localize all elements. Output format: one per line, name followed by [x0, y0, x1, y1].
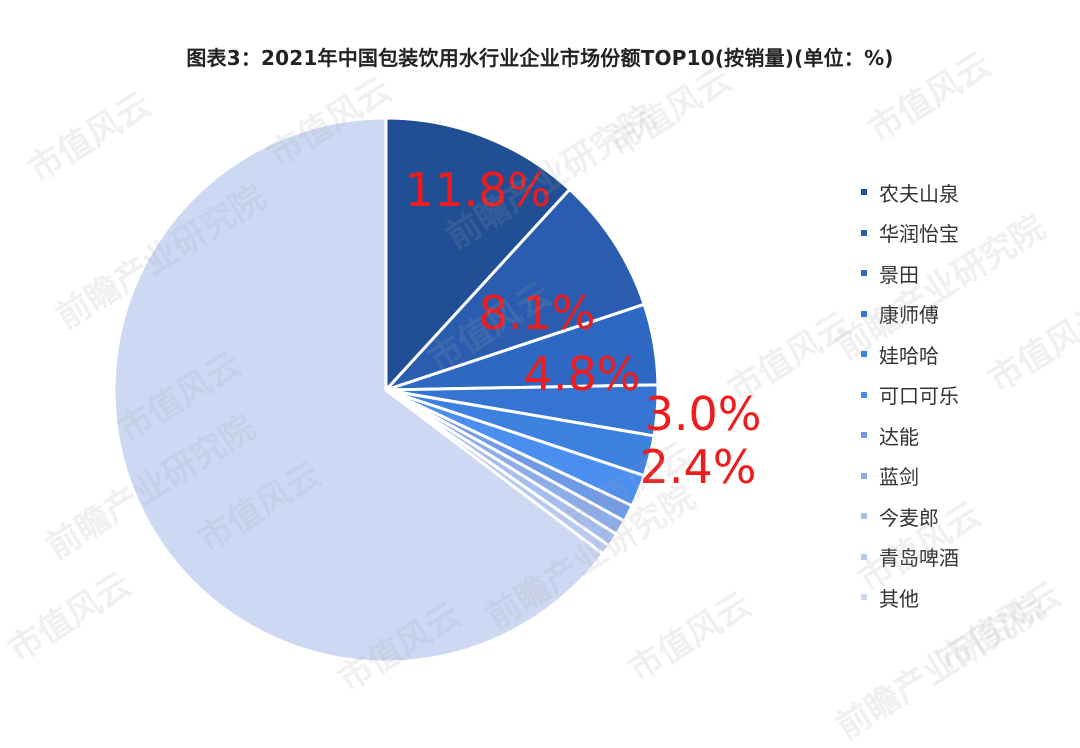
slice-data-label: 3.0%: [645, 387, 762, 441]
pie-chart: 11.8% 8.1% 4.8%3.0%2.4%: [112, 116, 762, 664]
slice-data-label: 11.8%: [405, 163, 551, 217]
legend-label: 景田: [879, 262, 919, 287]
legend-swatch: [861, 270, 867, 277]
legend-label: 青岛啤酒: [879, 546, 959, 571]
legend-item: 农夫山泉: [861, 172, 1061, 213]
pie-slice-1: [384, 116, 572, 392]
legend-item: 康师傅: [861, 294, 1061, 335]
pie-slices: [112, 116, 660, 664]
legend-item: 其他: [861, 577, 1061, 618]
legend-item: 可口可乐: [861, 375, 1061, 416]
pie-labels: 11.8% 8.1% 4.8%3.0%2.4%: [405, 163, 762, 494]
chart-legend: 农夫山泉华润怡宝景田康师傅娃哈哈可口可乐达能蓝剑今麦郎青岛啤酒其他: [861, 172, 1061, 618]
legend-swatch: [861, 189, 867, 196]
legend-label: 娃哈哈: [879, 343, 939, 368]
legend-swatch: [861, 553, 867, 560]
legend-swatch: [861, 472, 867, 479]
pie-slice-11: [112, 116, 605, 664]
chart-title: 图表3：2021年中国包装饮用水行业企业市场份额TOP10(按销量)(单位：%): [186, 46, 894, 70]
legend-item: 达能: [861, 415, 1061, 456]
legend-item: 娃哈哈: [861, 334, 1061, 375]
legend-swatch: [861, 310, 867, 317]
legend-label: 康师傅: [879, 303, 939, 328]
legend-item: 青岛啤酒: [861, 537, 1061, 578]
slice-data-label: 2.4%: [640, 440, 757, 494]
legend-label: 达能: [879, 424, 919, 449]
legend-swatch: [861, 391, 867, 398]
pie-slice-2: [384, 187, 646, 392]
legend-item: 景田: [861, 253, 1061, 294]
legend-item: 华润怡宝: [861, 213, 1061, 254]
legend-label: 其他: [879, 586, 919, 611]
legend-label: 今麦郎: [879, 505, 939, 530]
legend-label: 华润怡宝: [879, 222, 959, 247]
legend-swatch: [861, 351, 867, 358]
legend-label: 农夫山泉: [879, 181, 959, 206]
slice-data-label: 8.1%: [479, 286, 596, 340]
legend-swatch: [861, 229, 867, 236]
legend-swatch: [861, 513, 867, 520]
legend-label: 蓝剑: [879, 465, 919, 490]
legend-item: 蓝剑: [861, 456, 1061, 497]
legend-item: 今麦郎: [861, 496, 1061, 537]
legend-label: 可口可乐: [879, 384, 959, 409]
slice-data-label: 4.8%: [524, 347, 641, 401]
legend-swatch: [861, 432, 867, 439]
legend-swatch: [861, 594, 867, 601]
